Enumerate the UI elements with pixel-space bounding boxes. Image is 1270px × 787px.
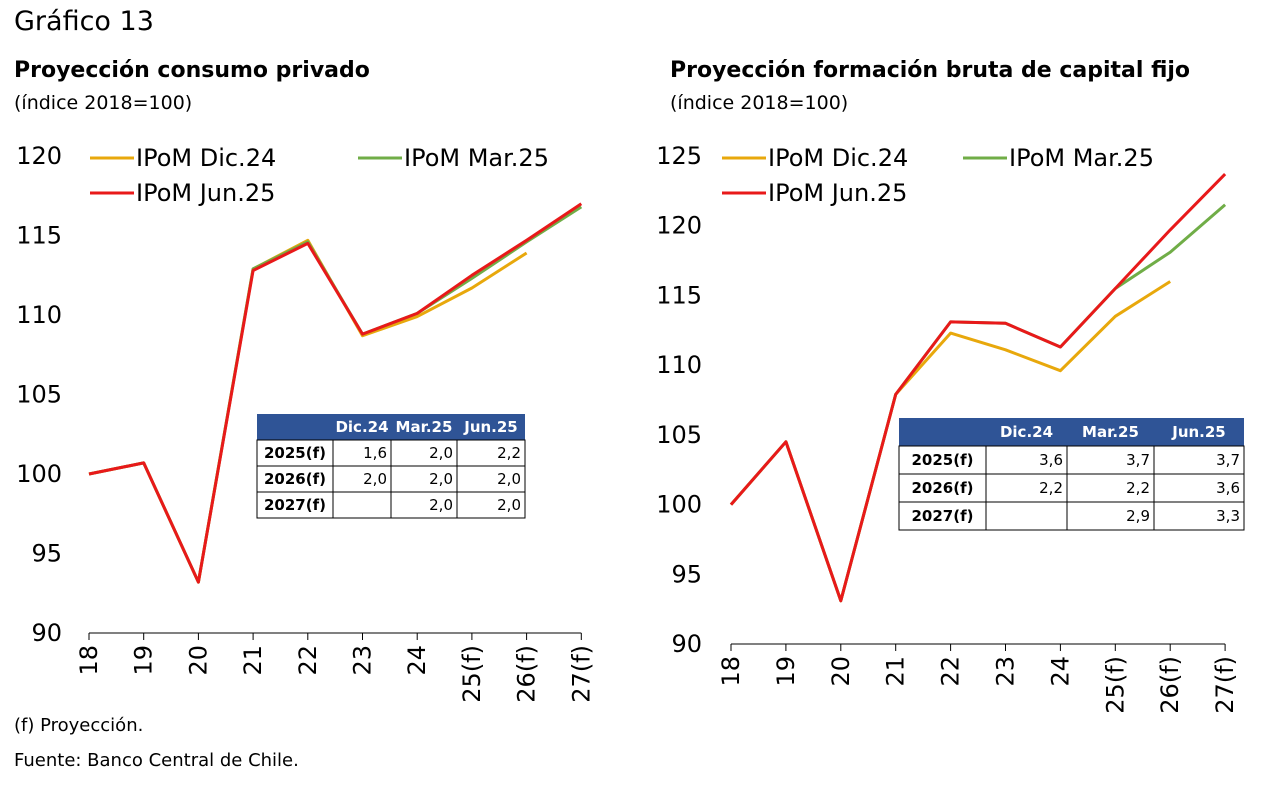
chart1-y-tick-label: 115 (16, 222, 62, 250)
chart2-table-cell: 3,3 (1216, 507, 1240, 525)
chart1-table-header: Jun.25 (463, 418, 518, 436)
chart2-table-body (898, 445, 1245, 531)
chart2-x-tick-label: 24 (1046, 656, 1074, 687)
chart1-x-tick-label: 27(f) (567, 645, 595, 703)
chart1-table-cell: 2,2 (497, 444, 521, 462)
chart2-x-tick-label: 25(f) (1101, 656, 1129, 714)
chart1-table-header-bg (257, 414, 525, 440)
chart2-table-row-label: 2025(f) (912, 451, 974, 469)
chart2-y-tick-label: 125 (656, 142, 702, 170)
chart2-y-tick-label: 105 (656, 421, 702, 449)
chart2-x-tick-label: 20 (827, 656, 855, 687)
chart2-table-cell: 2,2 (1126, 479, 1150, 497)
chart2-x-tick-label: 23 (992, 656, 1020, 687)
chart2-table-row-label: 2026(f) (912, 479, 974, 497)
chart1-legend-label: IPoM Jun.25 (136, 179, 275, 207)
chart1-table-cell: 2,0 (363, 470, 387, 488)
chart1-series-line-2 (88, 205, 583, 584)
chart2-y-tick-label: 95 (671, 560, 702, 588)
chart1-title: Proyección consumo privado (14, 58, 370, 83)
chart2-x-tick-label: 27(f) (1211, 656, 1239, 714)
chart2-table-row-label: 2027(f) (912, 507, 974, 525)
chart2-legend-label: IPoM Mar.25 (1009, 144, 1154, 172)
chart2-table-header: Dic.24 (1000, 423, 1053, 441)
chart2-x-tick-label: 18 (717, 656, 745, 687)
chart1-table-row-label: 2025(f) (264, 444, 326, 462)
chart2-legend-label: IPoM Jun.25 (768, 179, 907, 207)
chart2-table-header: Jun.25 (1171, 423, 1226, 441)
chart2-series-line-2 (729, 203, 1227, 603)
chart1-table-cell: 1,6 (363, 444, 387, 462)
chart2-table-cell: 3,6 (1039, 451, 1063, 469)
chart2-x-tick-label: 22 (937, 656, 965, 687)
chart1-x-tick-label: 23 (349, 645, 377, 676)
chart2-x-tick-label: 19 (772, 656, 800, 687)
chart1-x-tick-label: 21 (239, 645, 267, 676)
chart2-x-tick-label: 26(f) (1156, 656, 1184, 714)
chart2-table-cell: 3,6 (1216, 479, 1240, 497)
chart1-y-tick-label: 100 (16, 460, 62, 488)
chart2-table-header-bg (899, 418, 1244, 446)
chart2-title: Proyección formación bruta de capital fi… (670, 58, 1191, 83)
chart1-table-cell: 2,0 (497, 470, 521, 488)
chart1-y-tick-label: 95 (31, 540, 62, 568)
chart2-y-tick-label: 115 (656, 281, 702, 309)
chart2-y-tick-label: 90 (671, 630, 702, 658)
chart2-y-tick-label: 120 (656, 212, 702, 240)
chart1-y-tick-label: 105 (16, 381, 62, 409)
chart2-y-tick-label: 100 (656, 491, 702, 519)
chart1-x-tick-label: 24 (403, 645, 431, 676)
chart1-table-cell: 2,0 (429, 470, 453, 488)
chart2-y-tick-label: 110 (656, 351, 702, 379)
source-note: Fuente: Banco Central de Chile. (14, 750, 299, 771)
chart2-table-cell: 2,9 (1126, 507, 1150, 525)
chart1-y-tick-label: 120 (16, 142, 62, 170)
chart2-subtitle: (índice 2018=100) (670, 92, 849, 114)
chart1-table-header: Dic.24 (335, 418, 388, 436)
chart2-table-header: Mar.25 (1082, 423, 1139, 441)
chart1-y-tick-label: 90 (31, 619, 62, 647)
chart1-series-line-1 (88, 238, 528, 584)
chart1-x-tick-label: 19 (130, 645, 158, 676)
chart1-x-tick-label: 20 (184, 645, 212, 676)
chart1-x-tick-label: 18 (75, 645, 103, 676)
chart1-table-cell: 2,0 (429, 444, 453, 462)
chart1-series-line-3 (88, 202, 583, 584)
chart1-table-row-label: 2026(f) (264, 470, 326, 488)
chart2-table-cell: 2,2 (1039, 479, 1063, 497)
chart1-table-cell: 2,0 (429, 496, 453, 514)
chart2-x-tick-label: 21 (882, 656, 910, 687)
chart1-x-tick-label: 26(f) (513, 645, 541, 703)
chart1-subtitle: (índice 2018=100) (14, 92, 193, 114)
chart2-legend-label: IPoM Dic.24 (768, 144, 908, 172)
chart1-table-cell: 2,0 (497, 496, 521, 514)
chart2-table-cell: 3,7 (1216, 451, 1240, 469)
chart1-legend-label: IPoM Mar.25 (404, 144, 549, 172)
chart1-x-tick-label: 22 (294, 645, 322, 676)
chart1-table-header: Mar.25 (396, 418, 453, 436)
chart1-table-row-label: 2027(f) (264, 496, 326, 514)
chart1-x-tick-label: 25(f) (458, 645, 486, 703)
figure-title: Gráfico 13 (14, 6, 154, 37)
projection-note: (f) Proyección. (14, 715, 144, 736)
chart1-legend-label: IPoM Dic.24 (136, 144, 276, 172)
chart1-y-tick-label: 110 (16, 301, 62, 329)
chart2-series-line-3 (729, 173, 1227, 603)
chart2-table-cell: 3,7 (1126, 451, 1150, 469)
